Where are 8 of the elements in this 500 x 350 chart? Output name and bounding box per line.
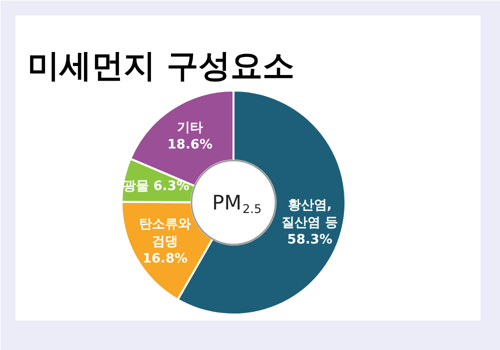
slice-label: 광물 6.3% (122, 178, 190, 194)
data-label: 58.3% (287, 232, 332, 248)
slice-label: 탄소류와 검댕 (139, 217, 191, 250)
data-label: 16.8% (142, 252, 188, 267)
chart-title: 미세먼지 구성요소 (28, 46, 295, 84)
data-label: 18.6% (167, 138, 212, 153)
slice-label: 기타 (176, 120, 203, 136)
slice-label: 황산염, 질산염 등 (282, 198, 338, 230)
